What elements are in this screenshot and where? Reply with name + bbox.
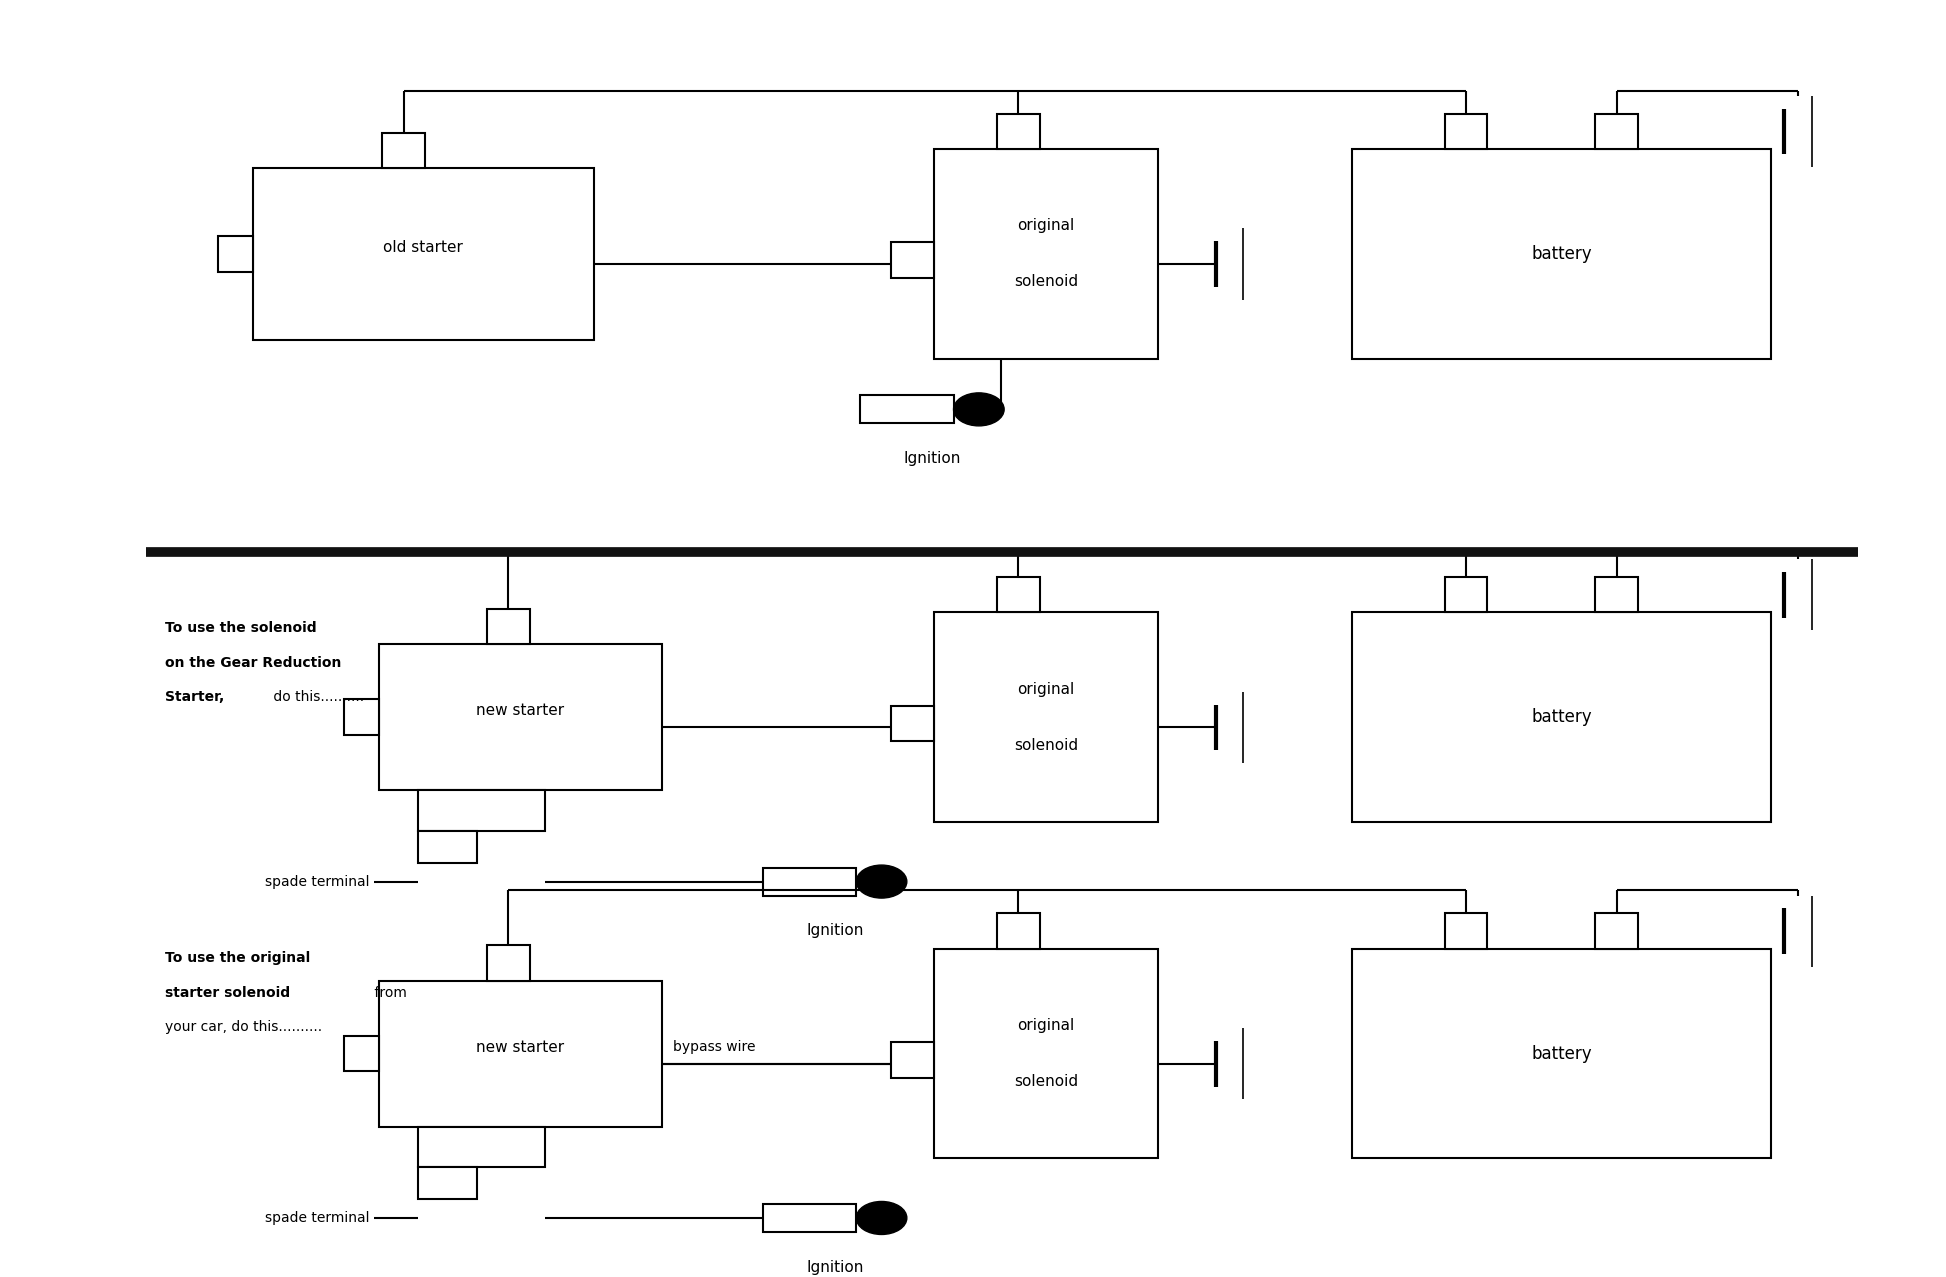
Bar	[344, 700, 379, 736]
Text: battery: battery	[1532, 709, 1592, 727]
Text: Starter,: Starter,	[165, 690, 224, 704]
Bar	[1352, 613, 1771, 822]
Bar	[891, 706, 934, 742]
Text: on the Gear Reduction: on the Gear Reduction	[165, 655, 342, 669]
Text: your car, do this..........: your car, do this..........	[165, 1020, 323, 1034]
Bar	[1596, 114, 1639, 149]
Bar	[486, 609, 529, 644]
Bar	[1444, 913, 1487, 949]
Bar	[763, 1204, 856, 1232]
Bar	[253, 169, 594, 340]
Bar	[1596, 577, 1639, 613]
Bar	[934, 613, 1158, 822]
Bar	[418, 1167, 477, 1199]
Text: battery: battery	[1532, 1045, 1592, 1062]
Text: solenoid: solenoid	[1014, 738, 1078, 752]
Text: do this..........: do this..........	[269, 690, 364, 704]
Bar	[934, 149, 1158, 359]
Text: Ignition: Ignition	[903, 451, 961, 466]
Text: spade terminal: spade terminal	[265, 1211, 370, 1225]
Bar	[996, 114, 1039, 149]
Text: To use the solenoid: To use the solenoid	[165, 622, 317, 636]
Bar	[418, 790, 545, 831]
Text: original: original	[1018, 218, 1074, 234]
Circle shape	[856, 865, 907, 898]
Bar	[379, 981, 662, 1126]
Text: old starter: old starter	[383, 240, 463, 255]
Bar	[891, 243, 934, 278]
Bar	[1352, 949, 1771, 1158]
Bar	[344, 1036, 379, 1071]
Text: original: original	[1018, 682, 1074, 697]
Text: new starter: new starter	[477, 704, 564, 719]
Text: Ignition: Ignition	[806, 1260, 864, 1274]
Text: solenoid: solenoid	[1014, 1074, 1078, 1089]
Circle shape	[954, 393, 1004, 425]
Bar	[996, 913, 1039, 949]
Bar	[860, 396, 954, 424]
Text: starter solenoid: starter solenoid	[165, 986, 290, 1000]
Bar	[763, 867, 856, 895]
Text: Ignition: Ignition	[806, 923, 864, 939]
Bar	[379, 644, 662, 790]
Bar	[996, 577, 1039, 613]
Bar	[381, 133, 426, 169]
Text: solenoid: solenoid	[1014, 275, 1078, 290]
Bar	[1444, 114, 1487, 149]
Text: To use the original: To use the original	[165, 951, 311, 965]
Bar	[1444, 577, 1487, 613]
Text: bypass wire: bypass wire	[673, 1039, 755, 1054]
Text: battery: battery	[1532, 245, 1592, 263]
Bar	[486, 945, 529, 981]
Text: spade terminal: spade terminal	[265, 875, 370, 889]
Bar	[418, 831, 477, 862]
Text: from: from	[370, 986, 407, 1000]
Bar	[934, 949, 1158, 1158]
Bar	[418, 1126, 545, 1167]
Bar	[218, 236, 253, 272]
Bar	[1596, 913, 1639, 949]
Bar	[891, 1042, 934, 1078]
Text: original: original	[1018, 1018, 1074, 1033]
Text: new starter: new starter	[477, 1039, 564, 1055]
Bar	[1352, 149, 1771, 359]
Circle shape	[856, 1202, 907, 1235]
